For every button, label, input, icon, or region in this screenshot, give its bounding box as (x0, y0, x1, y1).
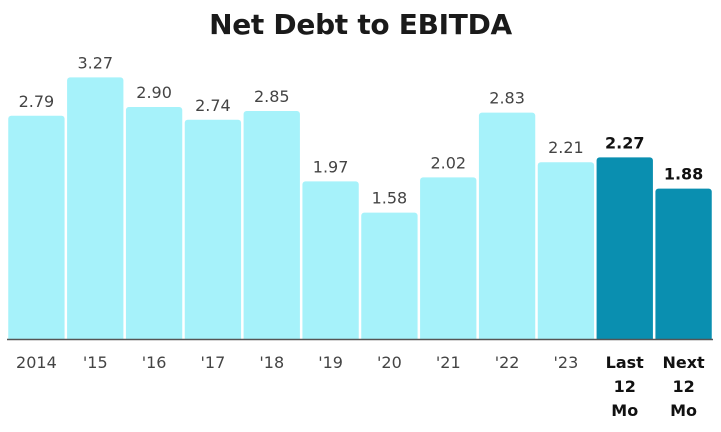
value-labels-group: 2.79 3.27 2.90 2.74 2.85 1.97 1.58 2.02 2.83 2.21… (19, 53, 704, 207)
x-tick-labels-group: 2014 '15 '16 '17 '18 '19 '20 '21 '22 '23 Last 12 Mo N… (16, 353, 705, 420)
x-tick-label-10: Last 12 Mo (606, 353, 645, 420)
x-tick-label-7: '21 (436, 353, 461, 372)
value-label-2: 2.90 (136, 83, 172, 102)
value-label-9: 2.21 (548, 138, 584, 157)
value-label-10: 2.27 (605, 133, 644, 152)
value-label-0: 2.79 (19, 92, 55, 111)
value-label-6: 1.58 (372, 189, 408, 208)
bar-2 (125, 107, 183, 343)
x-tick-label-1: '15 (83, 353, 108, 372)
x-tick-label-3: '17 (201, 353, 226, 372)
chart-title: Net Debt to EBITDA (209, 8, 512, 41)
bar-10 (596, 157, 653, 343)
x-tick-label-8: '22 (495, 353, 520, 372)
value-label-8: 2.83 (489, 89, 525, 108)
value-label-5: 1.97 (313, 157, 349, 176)
bar-11 (655, 188, 712, 343)
bar-7 (420, 177, 477, 343)
x-tick-label-4: '18 (259, 353, 284, 372)
bar-3 (184, 119, 242, 343)
bars-group (0, 77, 721, 347)
bar-5 (302, 181, 359, 343)
bar-9 (537, 162, 595, 343)
bar-1 (67, 77, 124, 344)
x-tick-label-0: 2014 (16, 353, 57, 372)
bar-0 (8, 115, 65, 343)
x-tick-label-11: Next 12 Mo (662, 353, 705, 420)
value-label-4: 2.85 (254, 87, 290, 106)
value-label-1: 3.27 (77, 53, 113, 72)
bar-8 (478, 112, 536, 343)
baseline-mask (0, 339, 721, 347)
value-label-7: 2.02 (430, 153, 466, 172)
x-tick-label-6: '20 (377, 353, 402, 372)
x-tick-label-2: '16 (142, 353, 167, 372)
bar-4 (243, 111, 300, 343)
bar-6 (361, 212, 418, 343)
value-label-3: 2.74 (195, 96, 231, 115)
x-tick-label-5: '19 (318, 353, 343, 372)
value-label-11: 1.88 (664, 165, 703, 184)
x-tick-label-9: '23 (554, 353, 579, 372)
